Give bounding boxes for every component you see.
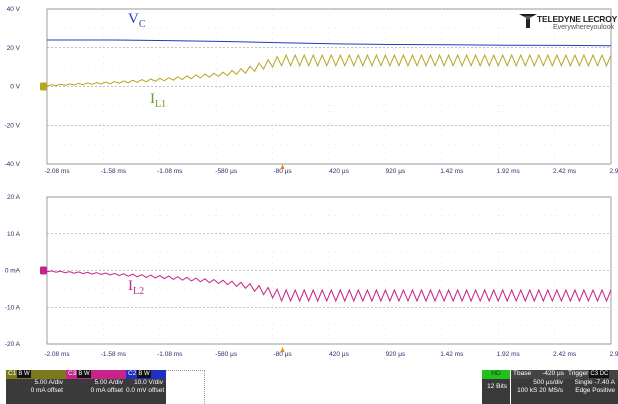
- top-y-tick-label: -40 V: [4, 161, 20, 168]
- timebase-box[interactable]: Tbase -420 µs 500 µs/div 100 kS 20 MS/s: [511, 370, 566, 404]
- trace-label-il2: IL2: [128, 278, 144, 297]
- bot-x-tick-label: -580 µs: [215, 351, 238, 358]
- teledyne-lecroy-logo: TELEDYNE LECROY Everywhereyoulook: [519, 12, 617, 40]
- logo-tagline: Everywhereyoulook: [553, 24, 615, 31]
- top-x-tick-label: 1.42 ms: [440, 168, 464, 175]
- top-x-tick-label: 920 µs: [386, 168, 406, 175]
- trigger-type: Edge: [575, 387, 591, 394]
- top-plot-panel: 40 V 20 V 0 V -20 V -40 V -2.08 ms -1.58 ms -1.…: [4, 6, 618, 175]
- trace-label-vc-main: V: [128, 11, 139, 27]
- hd-badge: HD: [482, 370, 510, 379]
- trace-label-vc: VC: [128, 11, 146, 30]
- channel-c2-id: C2: [128, 370, 137, 377]
- empty-descriptor-slot: [166, 370, 205, 404]
- top-x-tick-label: 420 µs: [329, 168, 349, 175]
- trace-label-il1-sub: L1: [155, 99, 166, 110]
- top-x-tick-label: -1.58 ms: [101, 168, 127, 175]
- top-series-vc: [47, 39, 612, 47]
- top-series-il1: [46, 53, 612, 87]
- top-y-tick-label: -20 V: [4, 122, 20, 129]
- top-x-tick-label: -580 µs: [215, 168, 238, 175]
- channel-c3-flags: B W: [77, 370, 91, 378]
- bot-x-tick-label: -1.58 ms: [101, 351, 127, 358]
- top-x-tick-label: -1.08 ms: [157, 168, 183, 175]
- bot-y-tick-label: -10 A: [5, 304, 21, 311]
- channel-c2-scale: 10.0 V/div: [134, 379, 163, 386]
- channel-c2-offset: 0.0 mV offset: [126, 387, 165, 394]
- top-y-tick-label: 20 V: [7, 45, 21, 52]
- top-y-tick-label: 40 V: [7, 6, 21, 13]
- channel-c3-offset: 0 mA offset: [90, 387, 123, 394]
- top-x-tick-label: -2.08 ms: [44, 168, 70, 175]
- bot-x-tick-label: 920 µs: [386, 351, 406, 358]
- trigger-slope: Positive: [592, 387, 615, 394]
- timebase-delay: -420 µs: [542, 370, 564, 377]
- bot-x-tick-label: -2.08 ms: [44, 351, 70, 358]
- bot-y-tick-label: 10 A: [7, 231, 21, 238]
- channel-c1-id: C1: [8, 370, 17, 377]
- top-y-tick-label: 0 V: [10, 84, 20, 91]
- top-x-tick-label: 2.92 ms: [609, 168, 618, 175]
- bot-x-tick-label: 2.42 ms: [553, 351, 577, 358]
- channel-c1-flags: B W: [17, 370, 31, 378]
- bottom-plot-panel: 20 A 10 A 0 mA -10 A -20 A -2.08 ms -1.58 ms -1…: [5, 194, 618, 358]
- trigger-flags: C3 DC: [589, 370, 610, 378]
- timebase-scale: 500 µs/div: [533, 379, 563, 386]
- teledyne-logo-icon: [519, 14, 537, 28]
- channel-c3-scale: 5.00 A/div: [94, 379, 123, 386]
- bot-y-tick-label: -20 A: [5, 341, 21, 348]
- trigger-box[interactable]: Trigger C3 DC Single -7.40 A Edge Positiv…: [566, 370, 618, 404]
- top-x-tick-label: -80 µs: [273, 168, 292, 175]
- bot-x-tick-label: 1.42 ms: [440, 351, 464, 358]
- bot-y-tick-label: 20 A: [7, 194, 21, 201]
- channel-c1-offset: 0 mA offset: [30, 387, 63, 394]
- bot-trigger-marker: [280, 347, 285, 352]
- bits-label: 12 Bits: [487, 383, 507, 390]
- channel-c1-scale: 5.00 A/div: [34, 379, 63, 386]
- top-ground-marker: [40, 82, 47, 91]
- trigger-mode: Single: [574, 379, 593, 386]
- bot-x-tick-label: 1.92 ms: [497, 351, 521, 358]
- bot-series-il2: [46, 270, 612, 303]
- trace-label-vc-sub: C: [139, 19, 146, 30]
- top-x-tick-label: 1.92 ms: [497, 168, 521, 175]
- hd-bits-box[interactable]: HD 12 Bits: [482, 370, 510, 404]
- trace-label-il1: IL1: [150, 91, 166, 110]
- trigger-label: Trigger: [568, 370, 589, 377]
- timebase-samples: 100 kS: [517, 387, 538, 394]
- channel-c1-box[interactable]: C1 B W 5.00 A/div 0 mA offset: [6, 370, 66, 404]
- bot-y-tick-label: 0 mA: [5, 268, 21, 275]
- bot-ground-marker: [40, 266, 47, 275]
- channel-c3-id: C3: [68, 370, 77, 377]
- top-trigger-marker: [280, 164, 285, 169]
- logo-brand: TELEDYNE LECROY: [537, 14, 618, 24]
- trace-label-il2-main: I: [128, 278, 133, 294]
- trigger-level: -7.40 A: [594, 379, 615, 386]
- channel-c3-box[interactable]: C3 B W 5.00 A/div 0 mA offset: [66, 370, 126, 404]
- top-x-tick-label: 2.42 ms: [553, 168, 577, 175]
- bot-x-tick-label: 420 µs: [329, 351, 349, 358]
- timebase-label: Tbase: [513, 370, 532, 377]
- channel-c2-flags: B W: [137, 370, 151, 378]
- bot-x-tick-label: -80 µs: [273, 351, 292, 358]
- trace-label-il1-main: I: [150, 91, 155, 107]
- timebase-rate: 20 MS/s: [539, 387, 563, 394]
- trace-label-il2-sub: L2: [133, 286, 144, 297]
- bot-x-tick-label: 2.92 ms: [609, 351, 618, 358]
- trace-labels: VC IL1 IL2: [128, 11, 166, 297]
- bot-x-tick-label: -1.08 ms: [157, 351, 183, 358]
- channel-c2-box[interactable]: C2 B W 10.0 V/div 0.0 mV offset: [126, 370, 166, 404]
